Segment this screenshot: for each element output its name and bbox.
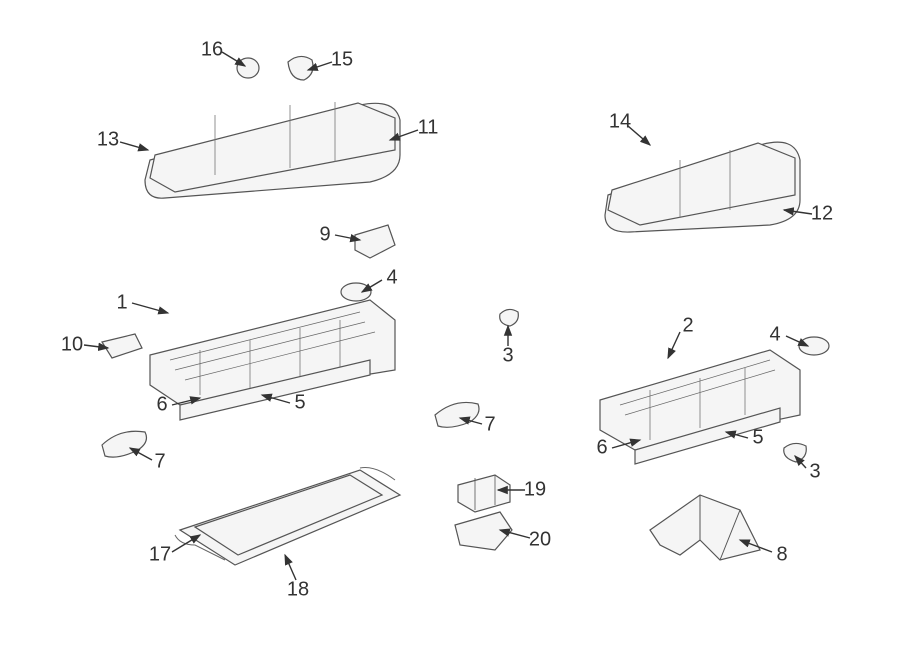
part-strap-7b [435,402,479,427]
label-3b: 3 [809,461,820,484]
label-16: 16 [201,39,223,62]
part-cushion-60 [145,102,400,198]
label-10: 10 [61,334,83,357]
label-3a: 3 [502,345,513,368]
label-5a: 5 [294,392,305,415]
diagram-canvas: 1 2 3 3 4 4 5 5 6 6 7 7 8 9 10 11 12 13 … [0,0,900,661]
label-17: 17 [149,544,171,567]
part-bracket [650,495,760,560]
part-cushion-40 [605,142,800,232]
part-clip-16 [237,58,259,78]
part-frame-40 [600,350,800,464]
label-18: 18 [287,579,309,602]
label-7b: 7 [484,414,495,437]
label-1: 1 [116,292,127,315]
part-clip-15 [288,56,313,80]
part-heater-pad [175,468,400,566]
label-15: 15 [331,49,353,72]
label-8: 8 [776,544,787,567]
part-module [458,475,510,512]
label-6b: 6 [596,437,607,460]
part-cap-3a [500,309,519,326]
part-cap-4a [341,283,371,301]
part-cap-4b [799,337,829,355]
label-19: 19 [524,479,546,502]
parts-layer [0,0,900,661]
part-cover-9 [355,225,395,258]
label-7a: 7 [154,451,165,474]
part-cap-10 [102,334,142,358]
label-9: 9 [319,224,330,247]
label-12: 12 [811,203,833,226]
label-14: 14 [609,111,631,134]
label-2: 2 [682,315,693,338]
label-6a: 6 [156,394,167,417]
label-13: 13 [97,129,119,152]
label-20: 20 [529,529,551,552]
part-cap-3b [784,443,807,462]
label-4a: 4 [386,267,397,290]
label-4b: 4 [769,324,780,347]
label-11: 11 [418,117,439,140]
label-5b: 5 [752,427,763,450]
